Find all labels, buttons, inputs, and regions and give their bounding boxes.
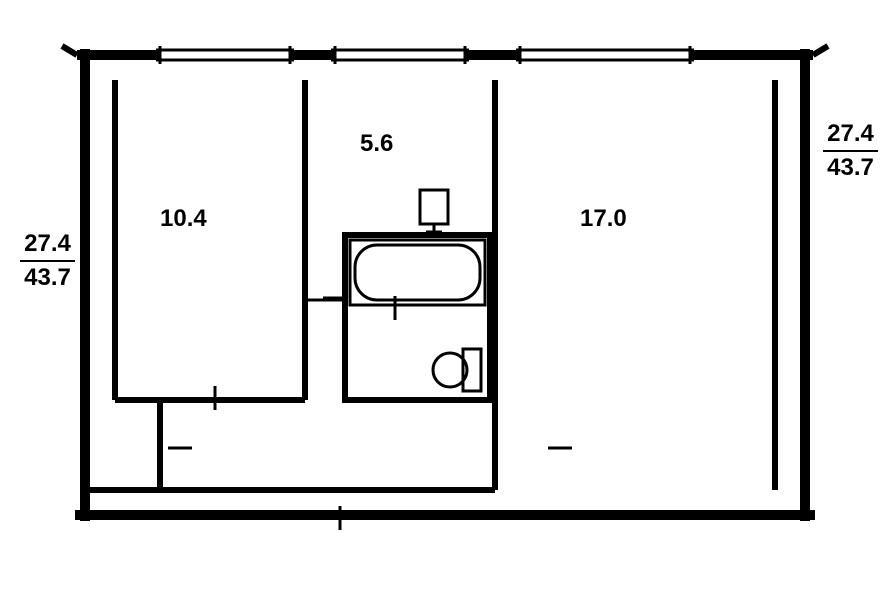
room-label-room-mid: 5.6	[360, 130, 393, 158]
fraction-denominator: 43.7	[20, 260, 75, 292]
fraction-denominator: 43.7	[823, 150, 878, 182]
floorplan-stage: 10.45.617.027.443.727.443.7	[0, 0, 895, 606]
area-fraction-frac-left: 27.443.7	[20, 230, 75, 292]
fraction-numerator: 27.4	[20, 230, 75, 258]
sink	[420, 190, 448, 224]
room-label-room-right: 17.0	[580, 205, 627, 233]
area-fraction-frac-right: 27.443.7	[823, 120, 878, 182]
fraction-numerator: 27.4	[823, 120, 878, 148]
floorplan-svg	[0, 0, 895, 606]
bathroom-outline	[345, 235, 490, 400]
bathtub	[355, 245, 480, 300]
room-label-room-left: 10.4	[160, 205, 207, 233]
